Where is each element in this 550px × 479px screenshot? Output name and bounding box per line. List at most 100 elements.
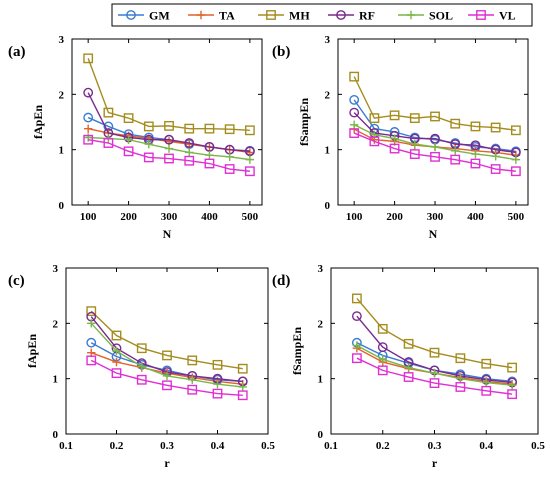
data-point-mh (143, 121, 154, 132)
data-point-sol (404, 363, 413, 372)
x-axis-label: N (163, 227, 172, 241)
series-line-mh (87, 58, 250, 131)
data-point-vl (187, 384, 198, 395)
data-point-mh (389, 110, 400, 121)
x-tick-label: 0.2 (376, 440, 390, 452)
data-point-mh (164, 120, 174, 131)
x-axis-label: r (432, 456, 438, 470)
legend-label: TA (219, 9, 235, 23)
data-point-mh (204, 123, 215, 134)
data-point-sol (482, 378, 491, 387)
y-axis-label: fApEn (25, 334, 39, 368)
legend: GM TA MH RF SOL VL (111, 3, 533, 27)
x-axis-label: N (429, 227, 438, 241)
data-point-mh (351, 293, 362, 304)
data-point-mh (187, 355, 198, 366)
data-point-vl (369, 136, 380, 147)
x-tick-label: 500 (242, 211, 259, 223)
legend-entry-vl: VL (468, 9, 516, 23)
panel-label: (c) (8, 273, 25, 289)
series-line-rf (353, 112, 516, 154)
x-tick-label: 0.4 (479, 440, 493, 452)
series-sol (349, 120, 521, 164)
y-tick-label: 2 (53, 318, 59, 330)
data-point-vl (409, 149, 420, 159)
data-point-sol (430, 142, 440, 152)
data-point-sol (245, 155, 255, 164)
y-tick-label: 3 (318, 263, 324, 275)
x-tick-label: 0.3 (428, 440, 442, 452)
data-point-sol (164, 144, 174, 153)
data-point-vl (143, 152, 154, 163)
x-tick-label: 0.1 (324, 440, 338, 452)
data-point-sol (390, 134, 399, 143)
y-tick-label: 1 (325, 145, 331, 157)
y-tick-label: 1 (59, 145, 65, 157)
data-point-mh (470, 121, 481, 132)
data-point-sol (451, 146, 460, 155)
x-axis-label: r (164, 456, 170, 470)
data-point-mh (123, 113, 134, 124)
legend-entry-sol: SOL (398, 9, 453, 23)
data-point-mh (136, 343, 147, 354)
axes-frame (71, 38, 263, 206)
x-tick-label: 300 (161, 211, 178, 223)
legend-marker (196, 10, 206, 20)
series-sol (87, 319, 247, 392)
data-point-vl (507, 389, 518, 400)
data-point-ta (112, 357, 121, 367)
y-tick-label: 0 (325, 200, 331, 212)
data-point-mh (455, 353, 466, 364)
x-tick-label: 0.1 (59, 440, 73, 452)
legend-entry-mh: MH (258, 9, 310, 23)
data-point-vl (86, 355, 97, 366)
data-point-vl (455, 382, 466, 392)
data-point-vl (430, 151, 440, 162)
y-axis-label: fSampEn (290, 327, 304, 375)
y-tick-label: 1 (53, 374, 59, 386)
x-tick-label: 100 (346, 211, 363, 223)
data-point-sol (378, 355, 387, 364)
data-point-mh (403, 338, 414, 349)
data-point-vl (403, 372, 414, 382)
y-axis-label: fSampEn (297, 98, 311, 146)
series-mh (349, 71, 521, 136)
data-point-vl (111, 368, 122, 379)
x-tick-label: 200 (386, 211, 403, 223)
x-tick-label: 400 (201, 211, 218, 223)
data-point-gm (86, 337, 97, 348)
series-mh (86, 306, 248, 374)
data-point-vl (450, 154, 461, 165)
data-point-sol (410, 139, 420, 149)
data-point-sol (352, 341, 362, 350)
data-point-vl (204, 158, 215, 169)
legend-marker (336, 10, 346, 20)
legend-marker (126, 10, 136, 20)
data-point-sol (430, 368, 439, 378)
y-tick-label: 2 (318, 318, 324, 330)
data-point-vl (184, 155, 195, 166)
data-point-sol (162, 371, 172, 381)
data-point-sol (112, 346, 121, 356)
x-tick-label: 0.3 (160, 440, 174, 452)
data-point-vl (470, 158, 481, 169)
legend-label: MH (289, 9, 310, 23)
series-line-vl (90, 359, 243, 396)
data-point-rf (351, 311, 362, 322)
data-point-vl (351, 353, 362, 364)
data-point-mh (103, 107, 114, 118)
data-point-mh (481, 358, 492, 369)
x-tick-label: 300 (427, 211, 444, 223)
x-tick-label: 200 (120, 211, 137, 223)
panel-label: (a) (8, 44, 26, 60)
series-line-vl (88, 139, 250, 172)
y-axis-label: fApEn (31, 105, 45, 139)
data-point-mh (369, 113, 380, 124)
data-point-mh (510, 125, 521, 136)
data-point-mh (430, 111, 440, 122)
data-point-mh (162, 350, 172, 361)
data-point-rf (470, 140, 481, 151)
data-point-sol (491, 152, 500, 161)
